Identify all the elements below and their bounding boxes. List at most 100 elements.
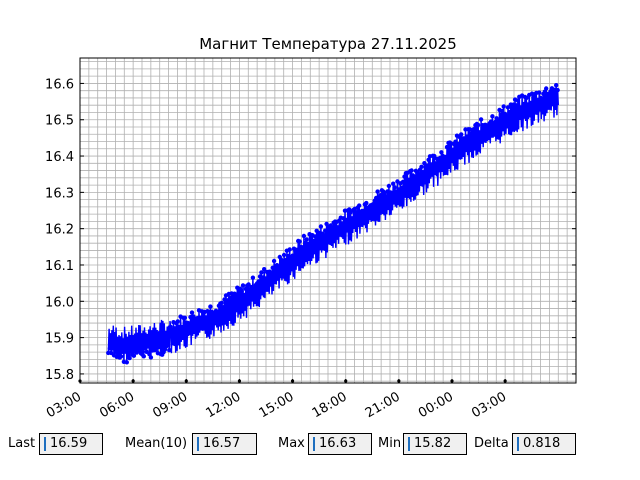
x-tick-dot (450, 379, 454, 383)
data-point (118, 354, 124, 359)
text-cursor (408, 436, 410, 451)
max-label: Max (278, 436, 305, 451)
x-tick-label: 03:00 (44, 389, 84, 421)
data-point (471, 127, 477, 132)
data-point (500, 108, 505, 114)
max-value-field[interactable]: 16.63 (308, 433, 372, 455)
data-point (544, 86, 549, 91)
data-point (215, 309, 220, 315)
x-tick-dot (237, 379, 242, 383)
x-tick-label: 21:00 (363, 389, 403, 421)
data-point (127, 355, 132, 361)
min-value: 15.82 (414, 436, 452, 451)
min-value-field[interactable]: 15.82 (403, 433, 467, 455)
x-tick-dot (290, 379, 295, 383)
data-point (145, 344, 151, 349)
data-point (110, 346, 115, 351)
data-point (318, 224, 324, 229)
data-point (546, 93, 552, 98)
data-point (425, 163, 430, 168)
x-tick-label: 09:00 (150, 389, 190, 421)
data-point (391, 181, 396, 186)
mean-value-field[interactable]: 16.57 (192, 433, 257, 455)
data-point (555, 87, 560, 93)
data-point (539, 96, 545, 101)
delta-value-field[interactable]: 0.818 (512, 433, 576, 455)
last-label: Last (8, 436, 36, 451)
data-point (554, 83, 559, 88)
x-tick-dot (78, 379, 82, 383)
data-point (271, 258, 277, 264)
data-point (392, 185, 397, 190)
data-point (256, 279, 261, 284)
text-cursor (313, 436, 315, 451)
data-point (340, 221, 345, 226)
y-tick-label: 16.3 (45, 186, 74, 201)
data-point (389, 190, 394, 196)
data-point (409, 168, 414, 173)
data-point (420, 170, 426, 175)
text-cursor (517, 436, 519, 451)
x-tick-dot (131, 379, 135, 383)
data-point (498, 112, 504, 117)
data-point (505, 105, 511, 110)
x-tick-label: 12:00 (203, 389, 243, 421)
x-axis: 03:00 06:00 09:00 12:00 15:00 18:00 21:00 00:00… (44, 379, 509, 421)
data-point (242, 292, 247, 298)
data-point (283, 258, 288, 263)
y-tick-label: 15.9 (45, 332, 74, 347)
data-point (208, 304, 213, 309)
x-tick-dot (503, 379, 507, 383)
data-point (301, 233, 307, 239)
data-point (330, 225, 335, 230)
data-point (518, 105, 523, 110)
max-value: 16.63 (319, 436, 357, 451)
data-point (131, 353, 137, 358)
data-point (490, 114, 495, 119)
data-point (443, 154, 448, 160)
min-label: Min (378, 436, 402, 451)
data-point (175, 319, 180, 324)
data-point (306, 241, 311, 247)
data-point (416, 172, 421, 177)
data-point (524, 95, 529, 101)
data-point (243, 286, 248, 292)
data-point (456, 141, 461, 147)
x-tick-label: 15:00 (257, 389, 297, 421)
data-point (464, 134, 470, 139)
data-point (186, 321, 192, 326)
data-point (311, 238, 316, 244)
series-line (107, 85, 559, 363)
data-point (476, 122, 481, 128)
data-point (514, 103, 519, 108)
data-point (113, 349, 118, 354)
data-point (386, 183, 392, 189)
data-point (439, 150, 444, 155)
data-point (167, 348, 172, 353)
x-tick-dot (184, 379, 188, 383)
x-tick-label: 00:00 (416, 389, 456, 421)
x-tick-label: 03:00 (469, 389, 509, 421)
plot-frame (79, 57, 577, 384)
data-point (182, 315, 188, 320)
chart-title: Магнит Температура 27.11.2025 (199, 35, 457, 53)
data-point (157, 344, 162, 350)
x-tick-label: 18:00 (310, 389, 350, 421)
data-point (294, 247, 299, 252)
data-point (515, 98, 521, 103)
data-point (504, 113, 509, 118)
data-point (426, 157, 431, 162)
data-point (259, 270, 264, 275)
data-point (165, 342, 171, 347)
data-point (189, 310, 195, 315)
last-value-field[interactable]: 16.59 (39, 433, 103, 455)
y-tick-label: 16.4 (45, 150, 74, 165)
data-point (335, 225, 341, 230)
data-point (344, 217, 349, 223)
data-point (399, 185, 404, 191)
data-point (364, 200, 369, 206)
data-point (400, 179, 406, 184)
data-point (148, 355, 154, 360)
y-tick-label: 16.2 (45, 223, 74, 238)
